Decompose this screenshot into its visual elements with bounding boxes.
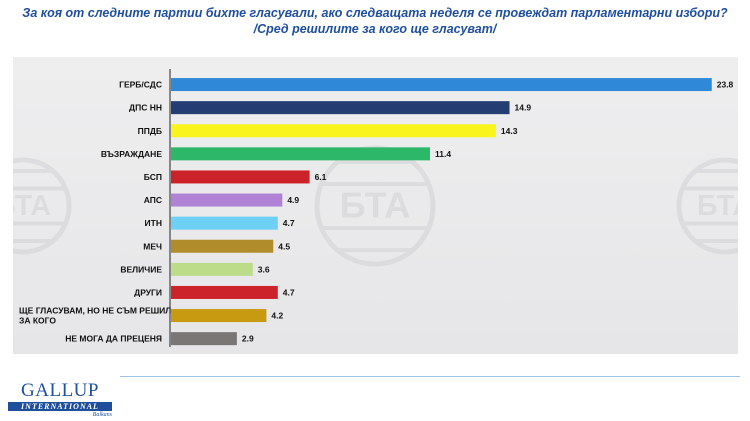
bar	[171, 101, 510, 115]
bar-chart: БТА БТА БТА 23.8 ГЕРБ/СДС 14.9 ДПС НН 14.3 ППДБ…	[13, 69, 738, 347]
chart-subtitle: /Сред решилите за кого ще гласуват/	[253, 22, 497, 36]
bar	[171, 332, 237, 346]
bar	[171, 147, 431, 161]
bar	[171, 124, 496, 138]
data-label: 14.3	[501, 126, 518, 136]
data-label: 6.1	[315, 172, 327, 182]
data-label: 11.4	[435, 149, 451, 159]
data-label: 4.7	[283, 218, 295, 228]
bar	[171, 170, 310, 184]
category-label: АПС	[144, 195, 162, 205]
bta-watermark-icon: БТА	[314, 145, 436, 267]
logo-wordmark: GALLUP	[21, 380, 99, 401]
bar	[171, 285, 278, 299]
category-label: ГЕРБ/СДС	[119, 80, 162, 90]
bta-watermark-icon: БТА	[13, 157, 72, 255]
data-label: 4.5	[278, 241, 290, 251]
bar	[171, 78, 712, 92]
data-label: 14.9	[515, 103, 532, 113]
category-label: ДПС НН	[129, 103, 162, 113]
category-label: ВЪЗРАЖДАНЕ	[101, 149, 163, 159]
category-label: ИТН	[145, 218, 162, 228]
footer-divider	[120, 376, 740, 377]
gallup-logo: GALLUP INTERNATIONAL Balkans	[8, 381, 112, 419]
bar	[171, 239, 274, 253]
watermark-text: БТА	[697, 190, 738, 222]
bta-watermark-icon: БТА	[676, 157, 738, 255]
data-label: 4.9	[287, 195, 299, 205]
category-label: МЕЧ	[143, 241, 162, 251]
category-label: НЕ МОГА ДА ПРЕЦЕНЯ	[65, 334, 162, 344]
bar	[171, 216, 278, 230]
data-label: 3.6	[258, 264, 270, 274]
data-label: 4.2	[271, 311, 283, 321]
bar	[171, 309, 267, 323]
watermark-text: БТА	[340, 185, 411, 226]
data-label: 4.7	[283, 287, 295, 297]
category-label: ДРУГИ	[134, 287, 162, 297]
category-label: ППДБ	[138, 126, 162, 136]
category-label: ЩЕ ГЛАСУВАМ, НО НЕ СЪМ РЕШИЛ	[19, 306, 171, 316]
data-label: 2.9	[242, 334, 254, 344]
bars-layer: 23.8 ГЕРБ/СДС 14.9 ДПС НН 14.3 ППДБ 11.4 ВЪЗРАЖ…	[19, 78, 734, 346]
watermark-layer: БТА БТА БТА	[13, 145, 738, 267]
category-label: ЗА КОГО	[19, 316, 56, 326]
category-label: ВЕЛИЧИЕ	[120, 264, 162, 274]
chart-title: За коя от следните партии бихте гласувал…	[22, 6, 728, 20]
logo-subtitle: Balkans	[92, 412, 112, 418]
watermark-text: БТА	[13, 190, 51, 222]
plot-area: БТА БТА БТА 23.8 ГЕРБ/СДС 14.9 ДПС НН 14.3 ППДБ…	[13, 57, 738, 354]
logo-band: INTERNATIONAL	[8, 402, 112, 411]
category-label: БСП	[144, 172, 162, 182]
bar	[171, 193, 283, 207]
data-label: 23.8	[717, 80, 734, 90]
bar	[171, 262, 253, 276]
